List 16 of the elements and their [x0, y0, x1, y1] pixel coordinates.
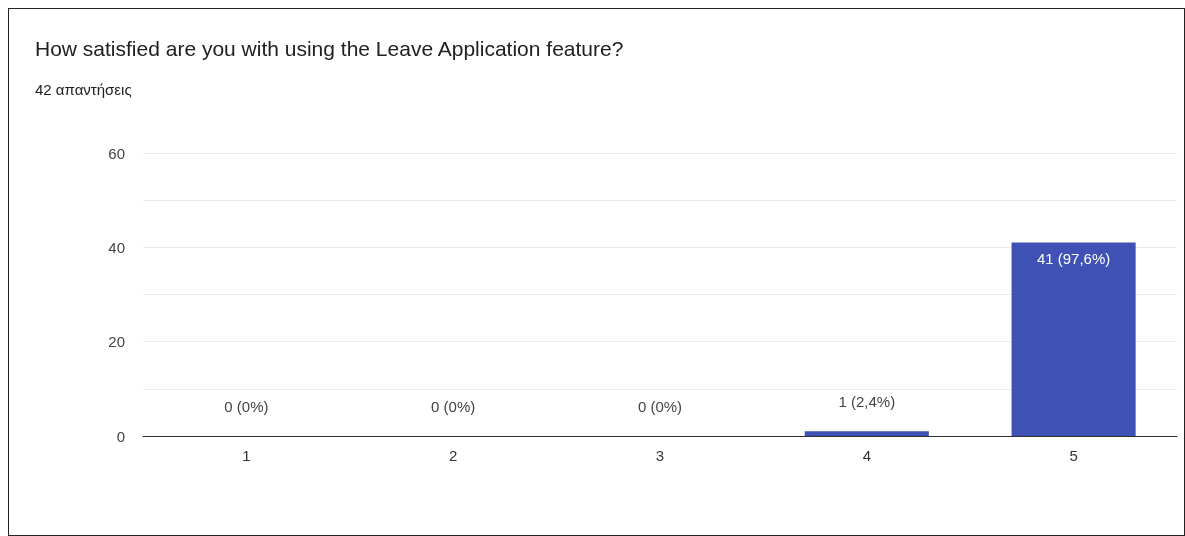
x-tick-label: 1	[242, 447, 251, 464]
x-tick-label: 2	[449, 447, 458, 464]
y-tick-label: 20	[108, 333, 125, 351]
data-label: 1 (2,4%)	[838, 393, 896, 411]
y-tick-label: 0	[116, 427, 125, 445]
y-tick-label: 60	[108, 144, 125, 162]
data-label: 0 (0%)	[224, 398, 269, 415]
x-tick-label: 3	[655, 447, 665, 464]
x-tick-label: 5	[1069, 447, 1078, 464]
y-tick-label: 40	[108, 238, 125, 256]
data-label: 41 (97,6%)	[1036, 249, 1111, 267]
chart-title: How satisfied are you with using the Leave Application feature?	[35, 37, 624, 60]
chart-subtitle: 42 απαντήσεις	[35, 81, 132, 98]
data-label: 0 (0%)	[431, 398, 476, 415]
x-tick-label: 4	[862, 447, 871, 464]
data-label: 0 (0%)	[637, 398, 683, 415]
